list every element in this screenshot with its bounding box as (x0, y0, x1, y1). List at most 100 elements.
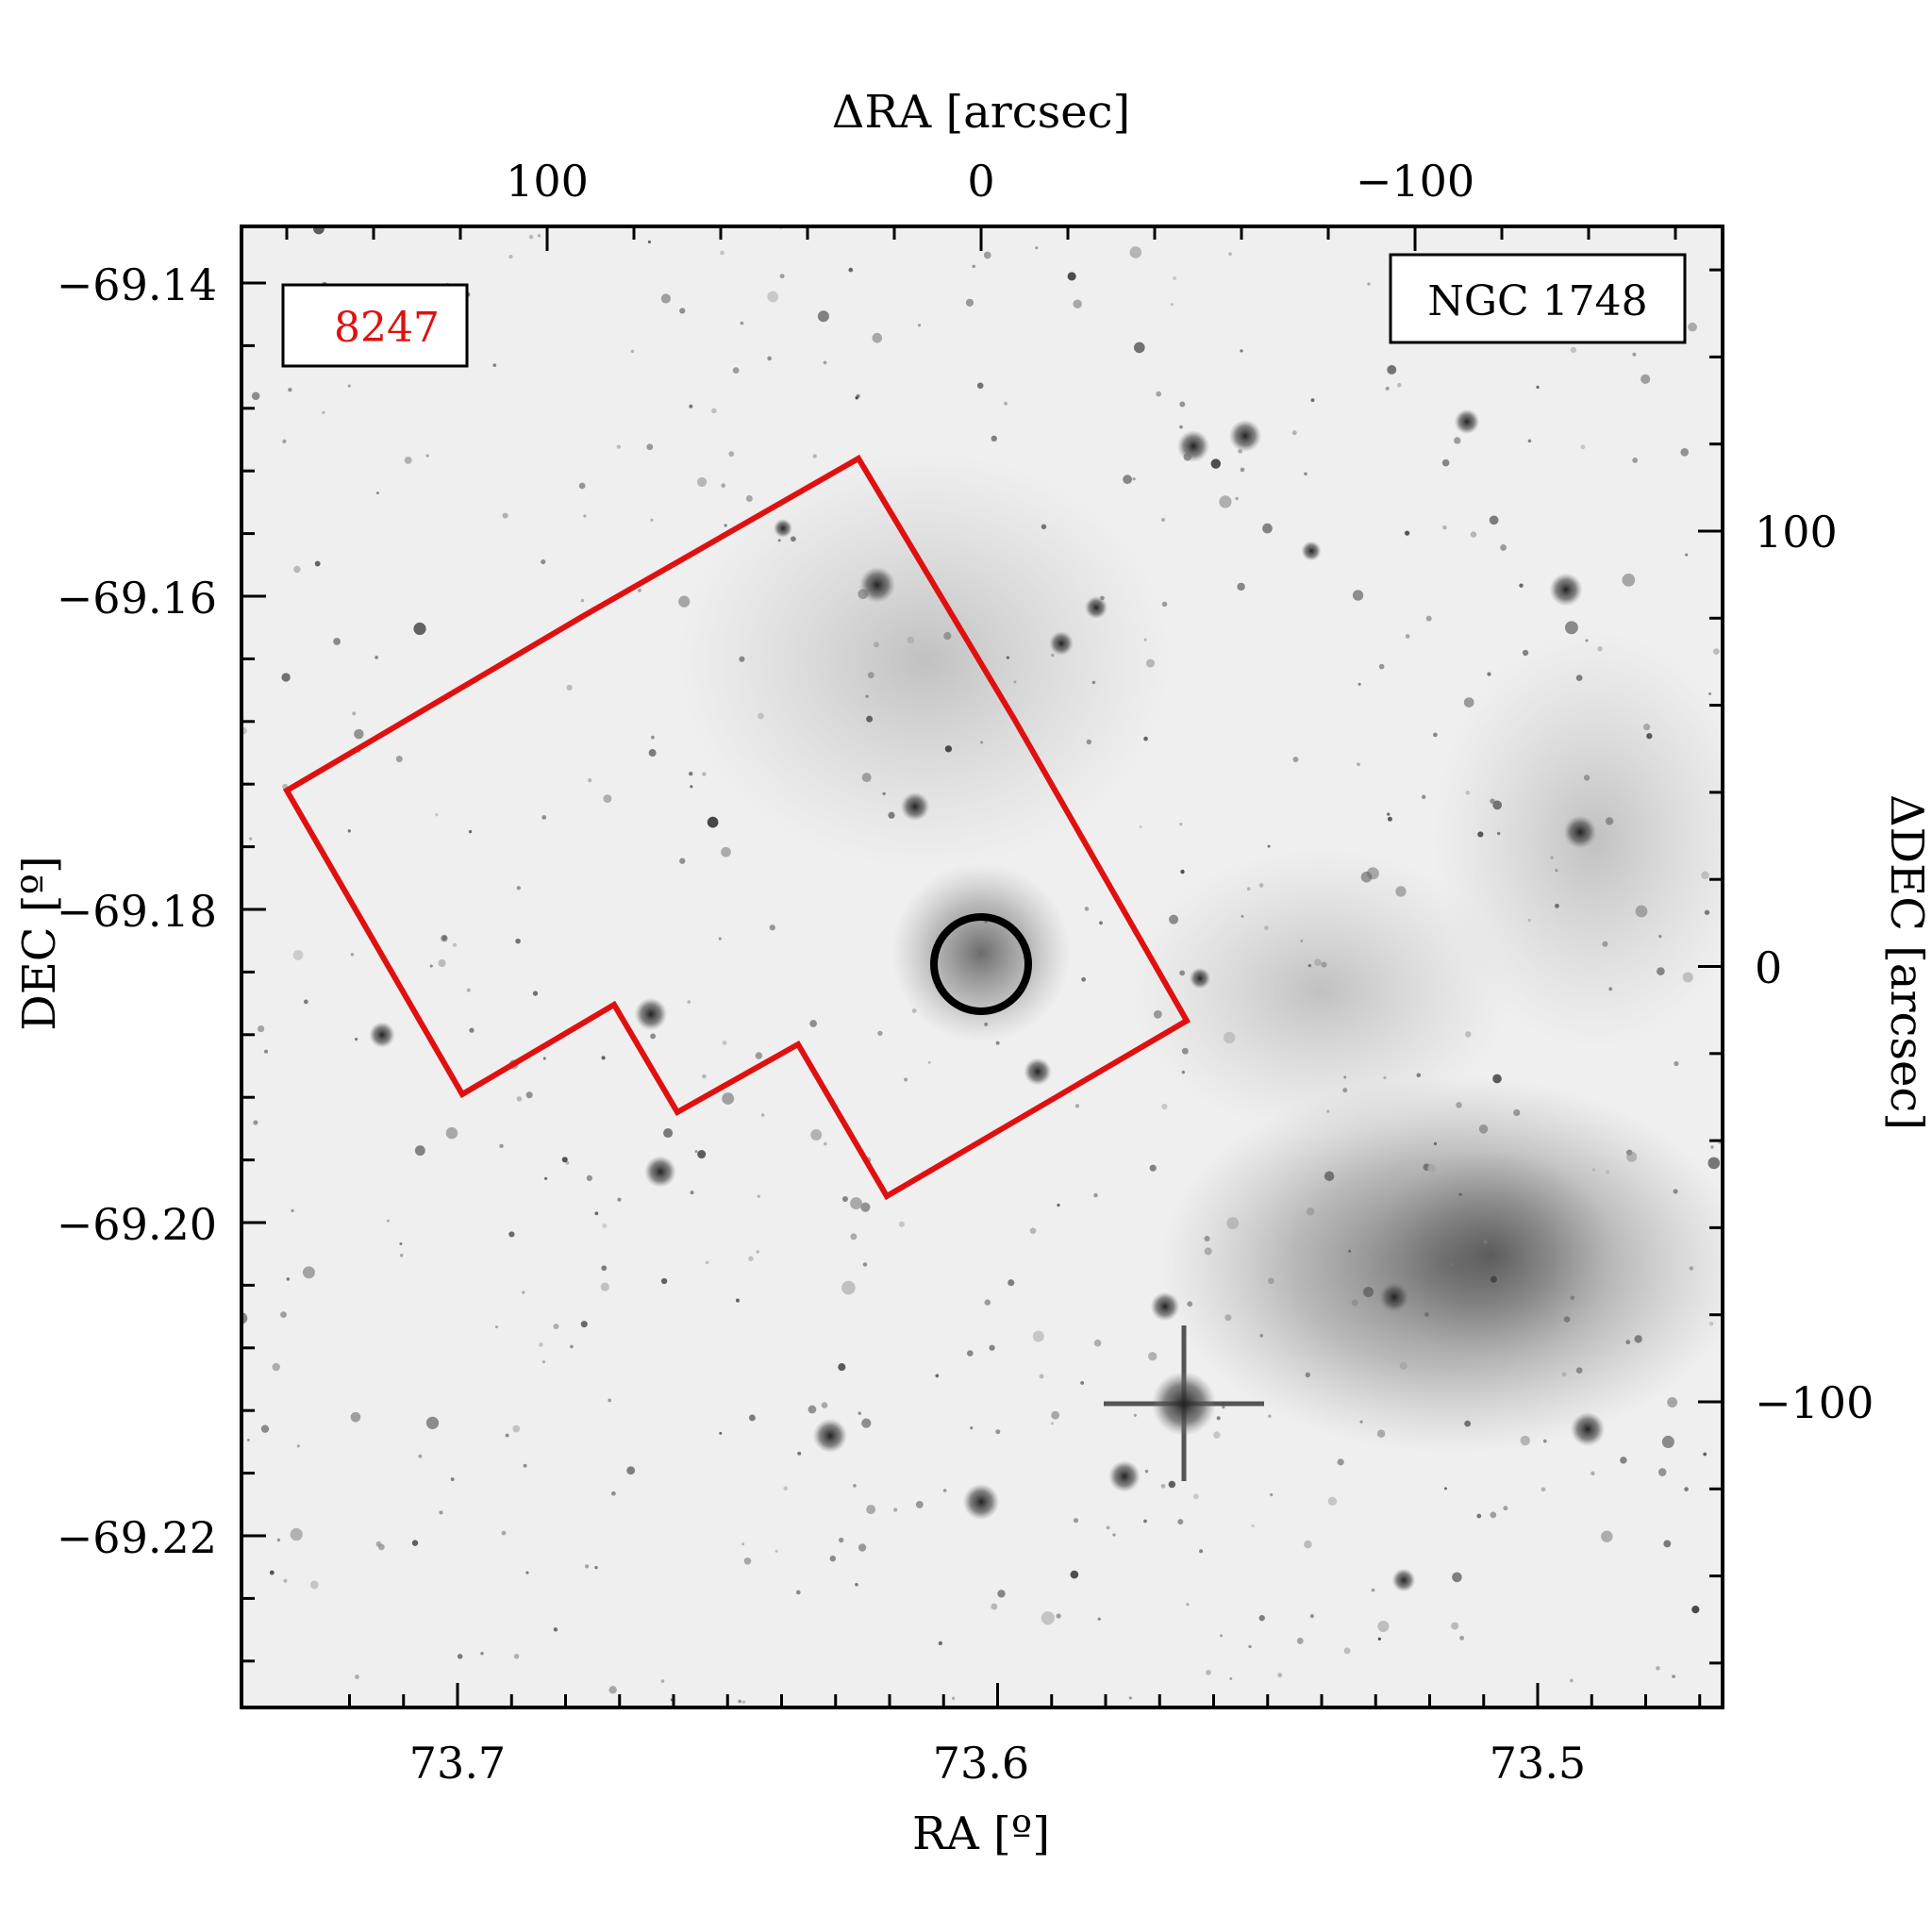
star (1144, 1469, 1149, 1474)
star (291, 1208, 294, 1213)
star (748, 1414, 756, 1422)
star (369, 1022, 395, 1048)
star (1216, 1416, 1221, 1421)
star (1150, 1291, 1180, 1322)
star (333, 638, 341, 645)
star (984, 920, 988, 924)
star (647, 240, 652, 244)
id-label-box: 8247 (281, 283, 469, 368)
star (541, 815, 547, 820)
cluster-name-box: NGC 1748 (1389, 253, 1687, 344)
star (1391, 1568, 1416, 1592)
star (757, 1194, 761, 1198)
star (515, 938, 521, 944)
star (1292, 757, 1299, 763)
star (1086, 739, 1092, 745)
observation-footprint (282, 454, 1191, 1201)
star (501, 1530, 507, 1536)
star (553, 1627, 558, 1632)
star (1710, 1145, 1714, 1149)
star (1056, 1613, 1061, 1619)
star (404, 456, 412, 464)
star (1029, 1227, 1037, 1234)
star (1601, 1530, 1613, 1542)
star (1352, 590, 1364, 601)
star (1259, 1334, 1264, 1338)
star (322, 410, 325, 414)
star (779, 274, 785, 279)
star (756, 1250, 759, 1254)
star (508, 1231, 515, 1238)
star (900, 791, 930, 822)
star (1084, 595, 1108, 620)
star (767, 356, 773, 361)
star (608, 1398, 612, 1403)
star (1112, 1533, 1116, 1537)
star (722, 1092, 735, 1105)
star (544, 1176, 548, 1180)
star (965, 298, 974, 307)
star (962, 1483, 1000, 1521)
star (1080, 1381, 1085, 1385)
star (872, 332, 883, 343)
star (1309, 1613, 1314, 1619)
star (1490, 1511, 1497, 1519)
star (1570, 1411, 1606, 1447)
star (1555, 903, 1559, 908)
star (260, 1424, 270, 1433)
star (1246, 887, 1251, 891)
star (350, 1411, 361, 1423)
star (292, 950, 304, 960)
star (858, 589, 869, 600)
star (1527, 918, 1531, 923)
star (773, 518, 793, 539)
left-tick-label: −69.22 (57, 1512, 217, 1563)
star (1032, 1330, 1044, 1342)
star (414, 1145, 425, 1157)
right-axis-label: ΔDEC [arcsec] (1880, 794, 1932, 1130)
star (634, 997, 668, 1031)
star (1359, 1420, 1363, 1424)
star (1602, 941, 1608, 947)
star (1441, 458, 1450, 467)
star (862, 1262, 868, 1267)
star (861, 773, 872, 783)
star (1305, 1372, 1310, 1378)
star (650, 735, 655, 740)
star (711, 408, 717, 414)
star (944, 745, 953, 753)
star (663, 1127, 674, 1139)
star (1458, 1192, 1462, 1196)
star (1674, 1060, 1679, 1067)
star (646, 443, 654, 451)
star (347, 829, 351, 833)
star (528, 234, 534, 240)
star (740, 321, 744, 325)
star (1405, 634, 1410, 639)
star (1585, 639, 1589, 642)
star (1685, 553, 1689, 557)
star (720, 250, 724, 256)
star (257, 1024, 265, 1033)
star (760, 1113, 765, 1117)
star (1378, 663, 1385, 670)
star (586, 1174, 592, 1181)
star (1306, 1207, 1315, 1216)
left-tick-label: −69.14 (57, 259, 217, 310)
star (861, 1418, 872, 1428)
star (264, 1049, 269, 1054)
star (907, 636, 915, 644)
star (288, 387, 292, 392)
star (1314, 958, 1322, 967)
star (1343, 1647, 1351, 1655)
star (705, 1260, 709, 1265)
left-tick-label: −69.20 (57, 1199, 217, 1250)
star (1035, 246, 1039, 250)
star (1186, 1603, 1190, 1607)
star (1397, 383, 1402, 388)
star (1626, 1151, 1638, 1162)
axis-ticks (242, 226, 1723, 1707)
star (697, 1150, 707, 1159)
star (1522, 649, 1529, 657)
star (812, 454, 817, 458)
